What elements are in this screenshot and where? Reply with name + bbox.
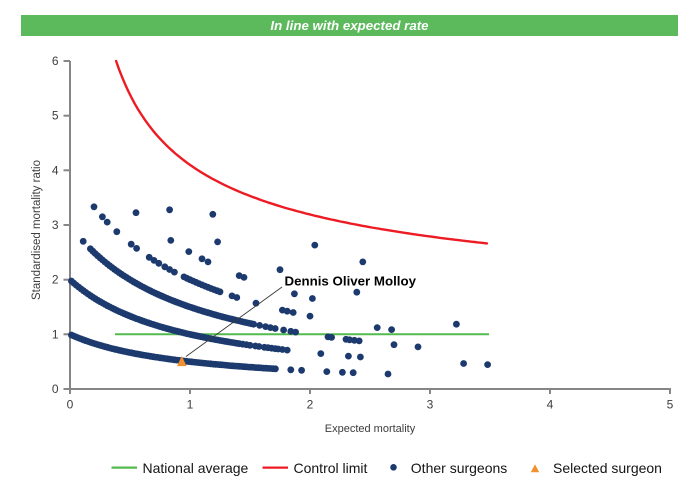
svg-text:1: 1	[52, 327, 59, 341]
svg-text:1: 1	[187, 398, 194, 412]
svg-text:Other surgeons: Other surgeons	[411, 460, 508, 476]
svg-text:2: 2	[307, 398, 314, 412]
svg-text:Standardised mortality ratio: Standardised mortality ratio	[31, 160, 43, 300]
svg-text:0: 0	[52, 382, 59, 396]
svg-text:3: 3	[427, 398, 434, 412]
svg-text:Control limit: Control limit	[294, 460, 368, 476]
svg-text:Expected mortality: Expected mortality	[325, 423, 416, 435]
svg-text:4: 4	[547, 398, 554, 412]
svg-text:6: 6	[52, 54, 59, 68]
svg-text:3: 3	[52, 218, 59, 232]
svg-text:National average: National average	[143, 460, 249, 476]
svg-text:2: 2	[52, 273, 59, 287]
svg-text:Selected surgeon: Selected surgeon	[553, 460, 662, 476]
svg-text:5: 5	[52, 109, 59, 123]
svg-text:5: 5	[667, 398, 674, 412]
svg-text:Dennis Oliver Molloy: Dennis Oliver Molloy	[285, 274, 417, 289]
svg-text:0: 0	[67, 398, 74, 412]
svg-text:4: 4	[52, 163, 59, 177]
